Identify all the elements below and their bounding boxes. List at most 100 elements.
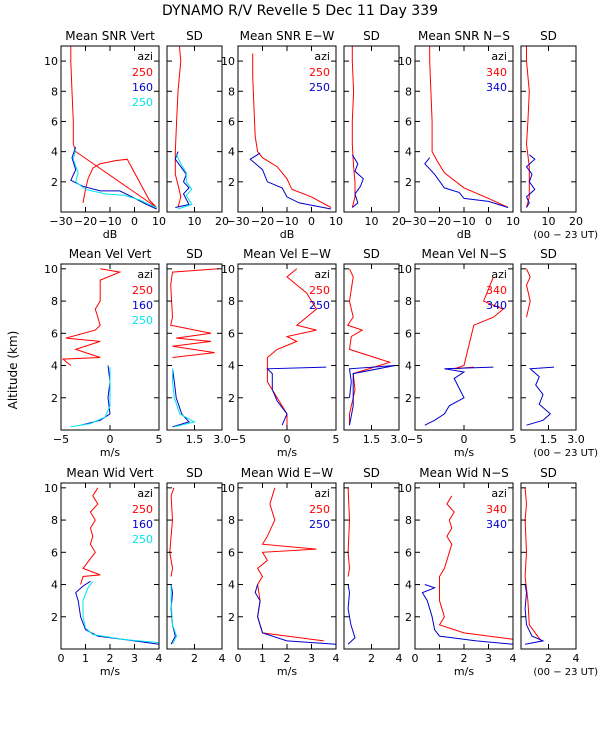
x-tick-label: 1.5 [540,433,558,446]
panel-title: Mean Wid N−S [419,466,509,480]
series-group [254,487,336,645]
series-line-blue [347,584,356,645]
x-tick-label: 1 [259,652,266,665]
y-tick-label: 10 [221,263,235,276]
x-axis-label: dB [280,228,295,241]
y-tick-label: 4 [228,360,235,373]
x-tick-label: 1 [82,652,89,665]
series-group [266,268,327,426]
x-tick-label: 4 [156,652,163,665]
panel-2-0: Mean Wid Vert 2 4 6 8 10 0 1 2 3 4 m/s azi 250 160 250 [44,466,163,678]
series-line-red [524,487,542,642]
series-line-blue [421,584,513,645]
y-tick-label: 4 [228,146,235,159]
panel-title: SD [186,29,203,43]
panel-0-1: SD 10 20 [166,29,229,228]
legend-header: azi [491,487,507,500]
plot-frame [343,482,400,650]
x-tick-label: 0 [107,433,114,446]
legend-entry-cyan: 250 [132,96,153,109]
x-tick-label: 3 [485,652,492,665]
x-tick-label: 0 [284,433,291,446]
legend-header: azi [314,268,330,281]
panel-2-3: SD 2 4 [343,466,403,665]
y-tick-label: 4 [405,146,412,159]
series-line-red [351,46,356,208]
y-tick-label: 6 [51,546,58,559]
x-tick-label: 2 [545,652,552,665]
series-group [249,53,332,210]
x-tick-label: 5 [510,433,517,446]
panel-title: Mean SNR Vert [65,29,155,43]
x-tick-label: 2 [284,652,291,665]
x-tick-label: 1.5 [186,433,204,446]
x-tick-label: −30 [403,215,426,228]
x-tick-label: 20 [392,215,406,228]
x-tick-label: −10 [275,215,298,228]
series-line-red [266,268,318,426]
panel-2-2: Mean Wid E−W 2 4 6 8 10 0 1 2 3 4 m/s azi 250 250 [221,466,340,678]
series-group [347,487,356,645]
x-tick-label: 20 [215,215,229,228]
row-footers: (00 − 23 UT) (00 − 23 UT) (00 − 23 UT) [533,230,598,678]
plot-frame [343,263,400,431]
y-tick-label: 6 [228,327,235,340]
y-tick-label: 8 [228,85,235,98]
panel-0-2: Mean SNR E−W 2 4 6 8 10 −30 −20 −10 0 10 dB azi 250 25… [221,29,343,241]
x-tick-label: −30 [49,215,72,228]
panel-title: SD [363,29,380,43]
legend-header: azi [314,50,330,63]
x-tick-label: −5 [407,433,423,446]
y-tick-label: 4 [51,146,58,159]
x-tick-label: 3.0 [213,433,231,446]
panel-title: SD [186,466,203,480]
legend-entry-red: 250 [309,284,330,297]
y-tick-label: 2 [228,392,235,405]
y-tick-label: 8 [51,85,58,98]
series-group [524,487,545,645]
x-tick-label: 3.0 [390,433,408,446]
series-line-blue [70,146,157,210]
panel-1-1: SD 1.5 3.0 [166,247,231,446]
series-line-blue [525,154,536,208]
series-group [421,495,513,645]
legend-entry-blue: 340 [486,299,507,312]
x-axis-label: m/s [277,446,297,459]
y-tick-label: 10 [44,263,58,276]
x-tick-label: 10 [506,215,520,228]
y-tick-label: 10 [398,263,412,276]
x-tick-label: 10 [152,215,166,228]
y-tick-label: 2 [405,611,412,624]
x-tick-label: 0 [412,652,419,665]
y-tick-label: 2 [228,611,235,624]
x-tick-label: 2 [107,652,114,665]
x-axis-label: m/s [100,665,120,678]
series-group [174,46,193,210]
figure-title: DYNAMO R/V Revelle 5 Dec 11 Day 339 [162,3,438,19]
x-axis-label: dB [103,228,118,241]
series-line-blue [249,152,332,210]
y-tick-label: 10 [398,55,412,68]
x-tick-label: −5 [230,433,246,446]
x-tick-label: 20 [569,215,583,228]
panel-title: Mean Vel N−S [422,247,507,261]
panel-2-5: SD 2 4 [520,466,580,665]
legend-entry-red: 250 [132,66,153,79]
series-line-red [170,268,219,358]
x-tick-label: 2 [191,652,198,665]
panel-title: Mean SNR N−S [418,29,510,43]
series-group [170,268,219,428]
x-tick-label: 0 [308,215,315,228]
x-tick-label: −5 [53,433,69,446]
x-axis-label: m/s [454,446,474,459]
x-tick-label: 10 [542,215,556,228]
panel-0-5: SD 10 20 [520,29,583,228]
y-tick-label: 10 [44,482,58,495]
x-tick-label: −10 [452,215,475,228]
series-line-red [429,46,509,208]
series-line-cyan [70,367,111,428]
panel-1-4: Mean Vel N−S 2 4 6 8 10 −5 0 5 m/s azi 340 340 [398,247,517,459]
series-line-blue [75,580,159,645]
x-tick-label: 10 [329,215,343,228]
